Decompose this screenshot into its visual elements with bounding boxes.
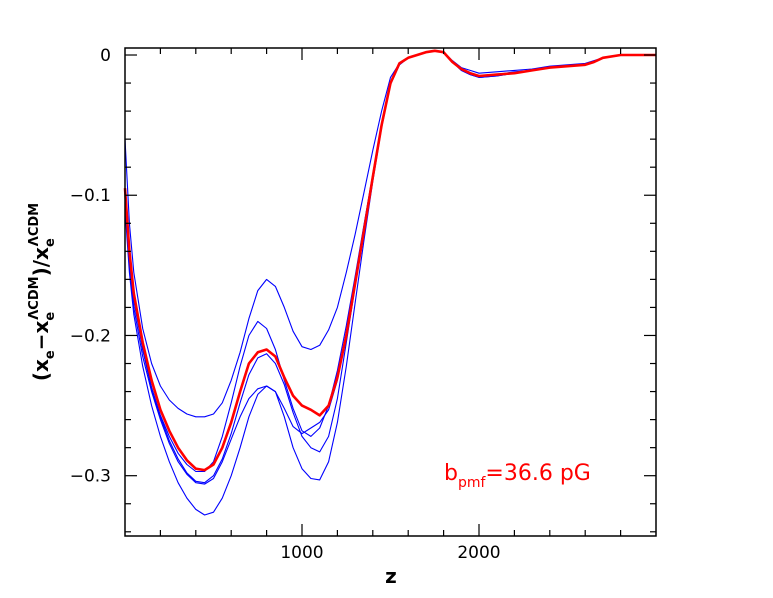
series-layer <box>123 49 656 516</box>
tick-layer: 1000 2000 0 −0.1 −0.2 −0.3 <box>70 46 656 563</box>
x-tick-label: 2000 <box>457 543 500 563</box>
x-axis-label: z <box>385 564 397 588</box>
series-line-5 <box>124 50 656 516</box>
y-tick-label: −0.1 <box>70 186 111 206</box>
plot-frame <box>124 47 657 537</box>
series-line-3 <box>124 50 656 484</box>
series-line-main <box>123 49 656 472</box>
series-line-2 <box>124 50 656 473</box>
svg-text:(xe−xeΛCDM)/xeΛCDM: (xe−xeΛCDM)/xeΛCDM <box>27 203 58 381</box>
y-tick-label: 0 <box>100 46 111 66</box>
y-tick-label: −0.3 <box>70 467 111 487</box>
y-axis-label: (xe−xeΛCDM)/xeΛCDM <box>27 203 58 381</box>
series-line-1 <box>124 50 656 418</box>
y-tick-label: −0.2 <box>70 326 111 346</box>
bpmf-annotation: bpmf=36.6 pG <box>444 461 591 491</box>
x-tick-label: 1000 <box>280 543 323 563</box>
series-line-4 <box>124 50 656 485</box>
